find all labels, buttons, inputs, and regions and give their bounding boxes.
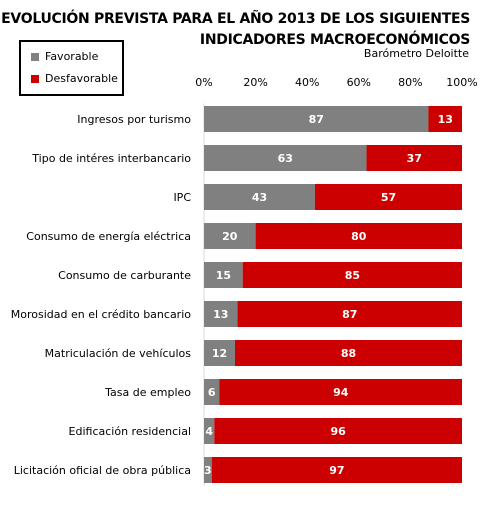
data-label-favorable: 63 (278, 152, 293, 165)
data-label-desfavorable: 37 (407, 152, 422, 165)
x-tick-label: 80% (398, 76, 422, 89)
data-label-desfavorable: 96 (331, 425, 347, 438)
category-label: Matriculación de vehículos (45, 347, 192, 360)
data-label-desfavorable: 94 (333, 386, 349, 399)
data-label-desfavorable: 80 (351, 230, 367, 243)
x-tick-label: 0% (195, 76, 212, 89)
category-label: Consumo de carburante (58, 269, 191, 282)
data-label-favorable: 6 (208, 386, 216, 399)
bar-favorable (204, 418, 215, 444)
data-label-favorable: 4 (205, 425, 213, 438)
legend-label-desfavorable: Desfavorable (45, 72, 118, 85)
data-label-desfavorable: 97 (329, 464, 344, 477)
bar-desfavorable (219, 379, 462, 405)
bar-desfavorable (255, 223, 462, 249)
x-tick-label: 100% (446, 76, 477, 89)
legend-swatch-desfavorable (31, 74, 39, 83)
data-label-desfavorable: 88 (341, 347, 356, 360)
data-label-desfavorable: 87 (342, 308, 357, 321)
data-label-favorable: 3 (204, 464, 212, 477)
chart-subtitle: Barómetro Deloitte (363, 47, 469, 60)
data-label-favorable: 15 (216, 269, 231, 282)
legend-item-favorable: Favorable (31, 50, 98, 63)
x-tick-label: 60% (347, 76, 371, 89)
bar-favorable (204, 145, 367, 171)
bar-desfavorable (234, 340, 462, 366)
data-label-favorable: 13 (213, 308, 228, 321)
data-label-desfavorable: 13 (438, 113, 453, 126)
category-label: Tasa de empleo (104, 386, 191, 399)
category-label: Edificación residencial (69, 425, 191, 438)
bar-desfavorable (314, 184, 462, 210)
legend-item-desfavorable: Desfavorable (31, 72, 118, 85)
data-label-desfavorable: 85 (345, 269, 360, 282)
bar-desfavorable (211, 457, 462, 483)
bar-desfavorable (366, 145, 462, 171)
bar-desfavorable (237, 301, 462, 327)
data-label-favorable: 12 (212, 347, 227, 360)
chart-title: EVOLUCIÓN PREVISTA PARA EL AÑO 2013 DE L… (1, 11, 470, 48)
x-tick-label: 40% (295, 76, 319, 89)
data-label-favorable: 43 (252, 191, 267, 204)
bar-favorable (204, 106, 429, 132)
category-label: Tipo de intéres interbancario (31, 152, 191, 165)
category-label: Ingresos por turismo (77, 113, 191, 126)
bar-desfavorable (242, 262, 462, 288)
bar-desfavorable (214, 418, 462, 444)
bar-desfavorable (428, 106, 462, 132)
bar-favorable (204, 379, 220, 405)
bar-favorable (204, 457, 212, 483)
category-label: IPC (173, 191, 191, 204)
bar-favorable (204, 301, 238, 327)
legend-label-favorable: Favorable (45, 50, 99, 63)
bar-favorable (204, 262, 243, 288)
legend-swatch-favorable (31, 52, 39, 61)
category-label: Consumo de energía eléctrica (26, 230, 191, 243)
category-label: Licitación oficial de obra pública (14, 464, 191, 477)
data-label-favorable: 87 (309, 113, 324, 126)
data-label-favorable: 20 (222, 230, 238, 243)
data-label-desfavorable: 57 (381, 191, 396, 204)
category-label: Morosidad en el crédito bancario (11, 308, 192, 321)
x-tick-label: 20% (243, 76, 267, 89)
legend: Favorable Desfavorable (19, 40, 124, 96)
bar-favorable (204, 223, 256, 249)
bar-favorable (204, 340, 235, 366)
bar-favorable (204, 184, 315, 210)
